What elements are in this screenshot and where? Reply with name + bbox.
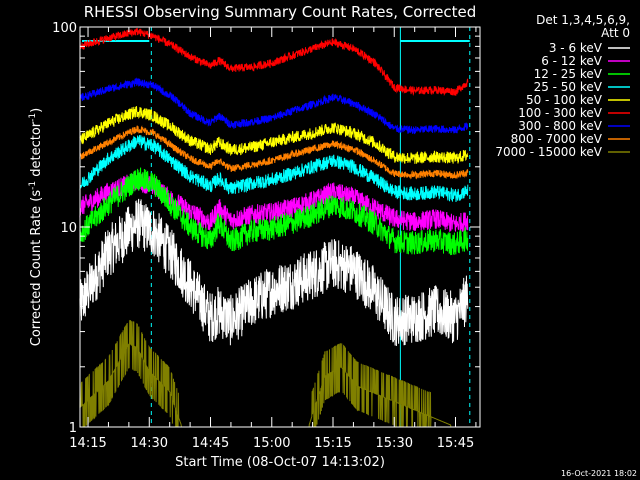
- legend-label: 3 - 6 keV: [549, 41, 603, 55]
- series-line: [79, 77, 469, 135]
- legend-label: 300 - 800 keV: [518, 119, 602, 133]
- legend-label: 100 - 300 keV: [518, 106, 602, 120]
- y-axis-label: Corrected Count Rate (s-1 detector-1): [28, 108, 44, 346]
- x-axis-ticks: 14:15 14:30 14:45 15:00 15:15 15:30 15:45: [69, 27, 477, 451]
- series-line: [79, 135, 469, 203]
- timestamp: 16-Oct-2021 18:02: [561, 469, 637, 478]
- series-line: [79, 198, 469, 347]
- x-tick-label: 15:45: [437, 436, 474, 451]
- y-axis-ticks: 1 10 100: [52, 21, 480, 436]
- x-tick-label: 15:15: [314, 436, 351, 451]
- plot-area: [79, 27, 471, 428]
- x-tick-label: 14:30: [131, 436, 168, 451]
- x-tick-label: 15:30: [376, 436, 413, 451]
- x-tick-label: 14:15: [69, 436, 106, 451]
- y-tick-label: 10: [60, 221, 77, 236]
- x-tick-label: 14:45: [192, 436, 229, 451]
- legend-label: 6 - 12 keV: [541, 54, 603, 68]
- x-axis-label: Start Time (08-Oct-07 14:13:02): [175, 455, 385, 470]
- y-tick-label: 1: [69, 421, 77, 436]
- y-tick-label: 100: [52, 21, 77, 36]
- legend-label: 12 - 25 keV: [534, 67, 603, 81]
- legend-label: 50 - 100 keV: [526, 93, 603, 107]
- legend-label: 25 - 50 keV: [534, 80, 603, 94]
- chart-title: RHESSI Observing Summary Count Rates, Co…: [84, 3, 477, 21]
- series-line: [79, 167, 469, 256]
- x-tick-label: 15:00: [253, 436, 290, 451]
- legend-header-1: Det 1,3,4,5,6,9,: [536, 13, 630, 27]
- series-line: [79, 106, 469, 164]
- series-line: [79, 125, 469, 180]
- series-line: [79, 27, 469, 97]
- legend-label: 7000 - 15000 keV: [495, 145, 602, 159]
- legend-label: 800 - 7000 keV: [511, 132, 603, 146]
- legend-header-2: Att 0: [601, 26, 630, 40]
